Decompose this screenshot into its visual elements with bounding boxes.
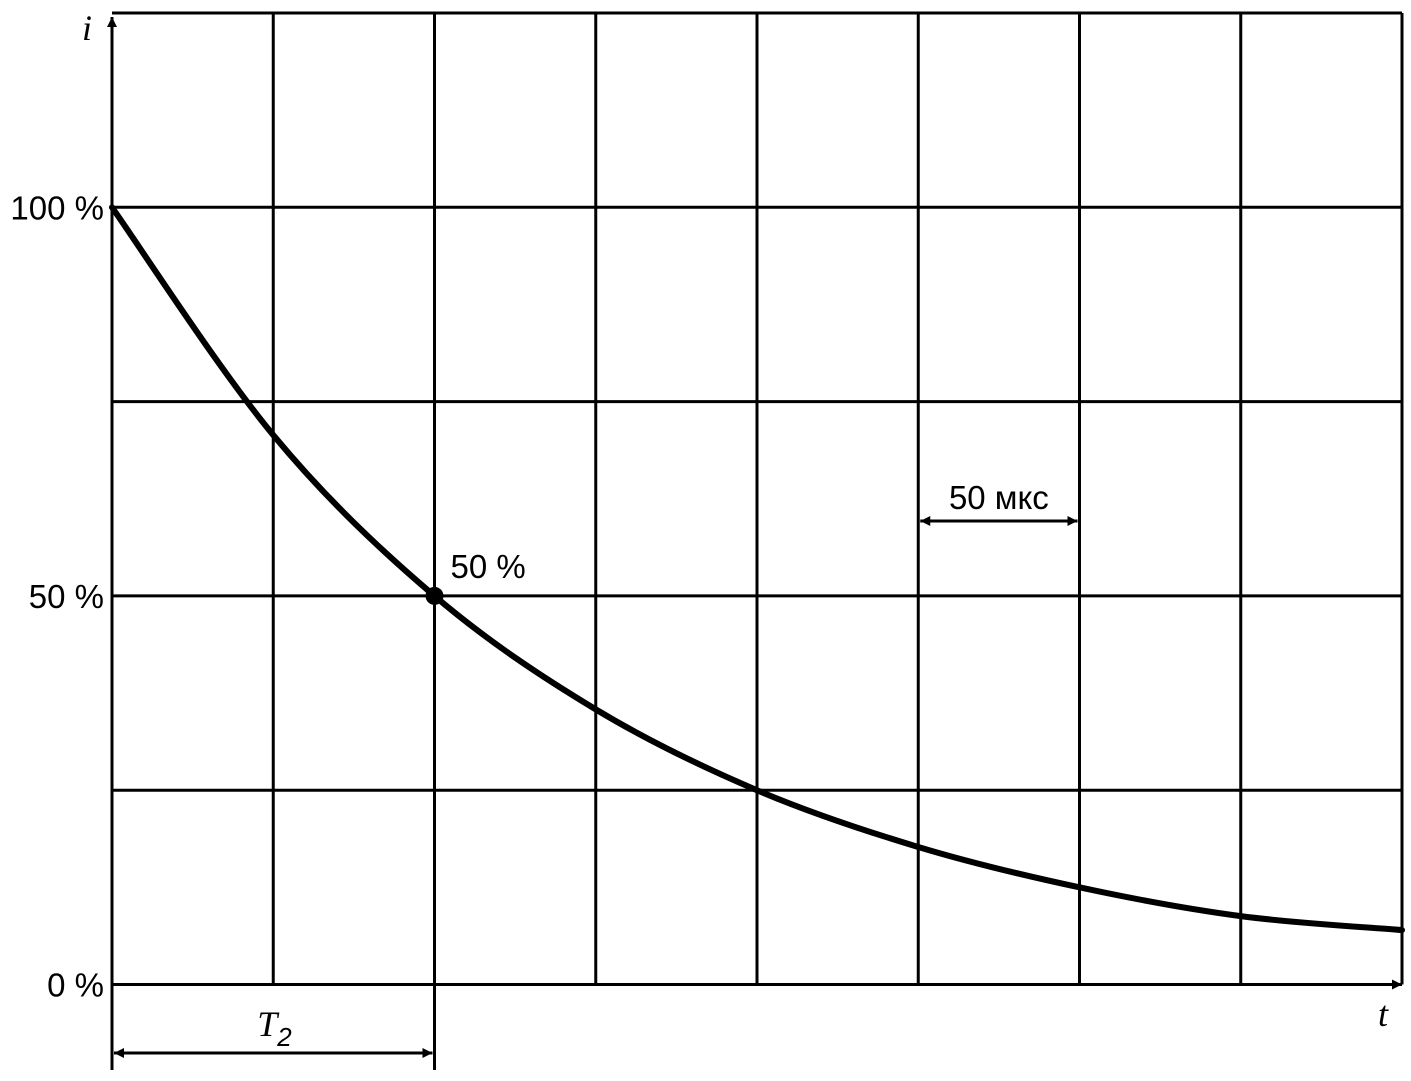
t2-label-main: T (257, 1004, 280, 1044)
grid (112, 11, 1404, 985)
t2-label-sub: 2 (276, 1022, 292, 1052)
y-tick-label: 0 % (47, 967, 104, 1004)
half-point-label: 50 % (451, 548, 526, 585)
t2-label: T2 (257, 1004, 292, 1052)
scale-marker: 50 мкс (920, 479, 1078, 526)
t2-dimension: T2 (110, 984, 436, 1070)
y-tick-labels: 0 % 50 % 100 % (10, 189, 104, 1003)
axes (107, 17, 1402, 1070)
x-axis-label: t (1378, 994, 1389, 1034)
half-point-marker (425, 586, 444, 605)
y-axis-label: i (82, 8, 92, 48)
scale-label: 50 мкс (949, 479, 1049, 516)
y-tick-label: 50 % (29, 578, 104, 615)
y-tick-label: 100 % (10, 189, 104, 226)
series-line (109, 204, 1405, 934)
